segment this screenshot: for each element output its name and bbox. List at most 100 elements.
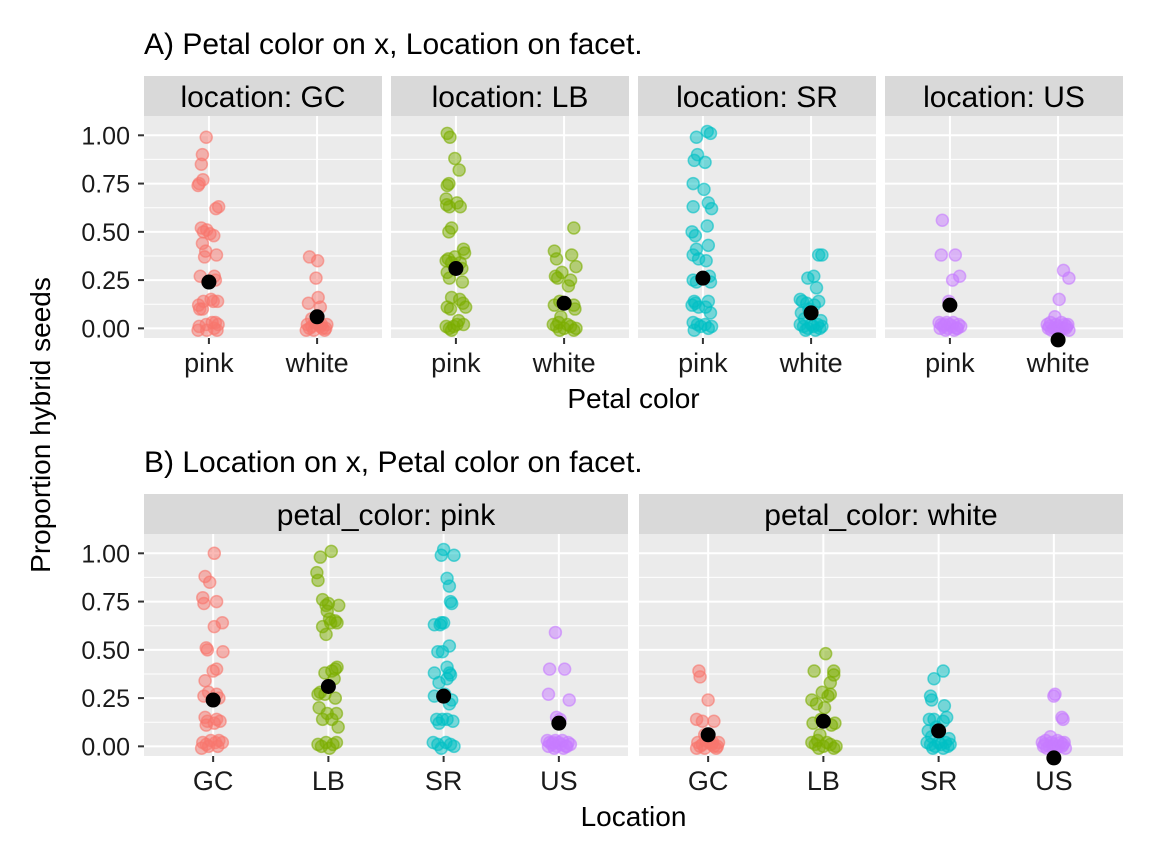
data-point	[1061, 317, 1075, 332]
facet-SR: location: SR pink white	[638, 76, 876, 378]
x-tick-label: SR	[425, 766, 463, 796]
y-tick-label: 0.75	[81, 589, 130, 617]
data-point	[328, 691, 343, 705]
facet-strip-label: location: US	[923, 81, 1085, 114]
facet-strip-label: petal_color: pink	[277, 499, 496, 532]
y-tick-label: 0.00	[81, 733, 130, 761]
mean-point	[695, 270, 711, 286]
y-tick-label: 0.00	[81, 315, 130, 343]
data-point	[198, 673, 212, 688]
data-point	[1056, 712, 1070, 727]
data-point	[569, 259, 583, 274]
data-point	[453, 199, 467, 214]
data-point	[207, 716, 222, 730]
facet-strip	[638, 76, 876, 116]
data-point	[707, 714, 721, 729]
data-point	[551, 315, 566, 330]
data-point	[444, 323, 459, 338]
y-tick-label: 0.50	[81, 637, 130, 665]
mean-point	[205, 692, 221, 708]
data-point	[299, 323, 314, 338]
mean-point	[942, 297, 958, 313]
x-tick-label: white	[1026, 348, 1090, 378]
data-point	[434, 548, 449, 562]
data-point	[444, 596, 459, 611]
data-point	[934, 248, 949, 262]
x-tick-label: white	[285, 348, 349, 378]
mean-point	[448, 261, 464, 277]
data-point	[541, 687, 556, 701]
x-tick-label: GC	[193, 766, 234, 796]
data-point	[197, 250, 212, 264]
panel-background	[391, 116, 629, 338]
y-tick-label: 0.25	[81, 685, 130, 713]
mean-point	[436, 688, 452, 704]
mean-point	[551, 715, 567, 731]
data-point	[927, 672, 941, 686]
facet-white: petal_color: white GC LB SR US	[639, 494, 1123, 796]
data-point	[701, 693, 715, 707]
data-point	[818, 646, 833, 661]
y-axis-label: Proportion hybrid seeds	[25, 277, 56, 573]
data-point	[689, 130, 704, 144]
mean-point	[556, 295, 572, 311]
data-point	[195, 302, 210, 316]
facet-LB: location: LB pink white	[391, 76, 629, 378]
mean-point	[309, 309, 325, 325]
facet-US: location: US pink white	[885, 76, 1123, 378]
data-point	[1052, 292, 1066, 307]
data-point	[442, 225, 456, 239]
data-point	[1062, 271, 1076, 285]
data-point	[829, 739, 843, 754]
data-point	[550, 271, 565, 285]
data-point	[810, 733, 825, 748]
mean-point	[1046, 750, 1062, 766]
data-point	[210, 294, 225, 309]
data-point	[699, 254, 713, 268]
data-point	[704, 201, 719, 216]
mean-point	[320, 679, 336, 695]
x-tick-label: LB	[807, 766, 840, 796]
data-point	[948, 248, 963, 262]
data-point	[1057, 735, 1071, 750]
data-point	[686, 176, 700, 191]
x-tick-label: white	[779, 348, 843, 378]
mean-point	[815, 713, 831, 729]
data-point	[703, 306, 718, 320]
data-point	[693, 670, 707, 684]
data-point	[950, 321, 965, 336]
data-point	[442, 579, 457, 593]
data-point	[313, 550, 328, 564]
facet-strip	[639, 494, 1123, 534]
x-tick-label: pink	[184, 348, 234, 378]
data-point	[318, 321, 333, 336]
x-tick-label: SR	[920, 766, 958, 796]
data-point	[548, 625, 563, 640]
data-point	[309, 271, 323, 285]
data-point	[807, 664, 821, 678]
data-point	[815, 248, 829, 262]
data-point	[695, 714, 710, 729]
data-point	[564, 248, 579, 262]
data-point	[202, 575, 217, 590]
data-point	[329, 735, 344, 750]
data-point	[935, 213, 950, 227]
facet-GC: location: GC pink white	[144, 76, 382, 378]
panel-b-location-by-petal-color: B) Location on x, Petal color on facet. 0…	[81, 446, 1123, 832]
y-tick-label: 1.00	[81, 122, 130, 150]
data-point	[569, 321, 583, 336]
data-point	[216, 645, 230, 659]
data-point	[209, 201, 223, 216]
data-point	[432, 716, 446, 730]
data-point	[688, 228, 703, 243]
y-tick-label: 1.00	[81, 540, 130, 568]
facet-pink: petal_color: pink GC LB SR US	[144, 494, 628, 796]
data-point	[194, 157, 209, 172]
facet-strip-label: location: LB	[432, 81, 589, 114]
data-point	[448, 151, 462, 166]
data-point	[811, 294, 826, 309]
data-point	[697, 182, 711, 197]
data-point	[936, 664, 950, 678]
data-point	[567, 221, 581, 235]
mean-point	[1050, 332, 1066, 348]
